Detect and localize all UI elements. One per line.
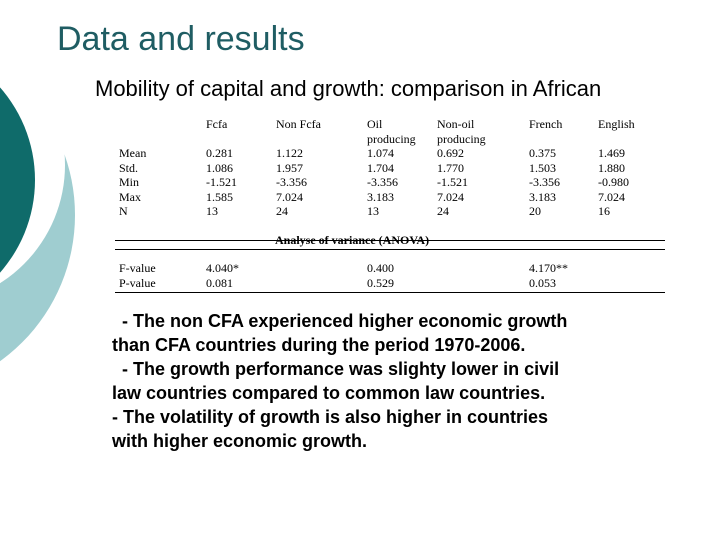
row-label: F-value xyxy=(119,261,156,275)
table-cell: 1.122 xyxy=(276,146,303,160)
anova-row-labels: F-value P-value xyxy=(119,261,156,290)
stats-table: Mean Std. Min Max N Fcfa 0.281 1.086 -1.… xyxy=(115,110,665,241)
table-cell: 16 xyxy=(598,204,610,218)
anova-group-fcfa: 4.040* 0.081 xyxy=(206,261,239,290)
row-label: Std. xyxy=(119,160,139,175)
table-cell: 1.469 xyxy=(598,146,625,160)
column-header: English xyxy=(598,117,635,131)
row-label: Max xyxy=(119,189,141,204)
slide-subtitle: Mobility of capital and growth: comparis… xyxy=(95,76,602,101)
findings-line: law countries compared to common law cou… xyxy=(112,383,546,403)
table-cell: -1.521 xyxy=(206,175,237,189)
row-label: P-value xyxy=(119,275,156,290)
slide-title: Data and results xyxy=(57,20,305,58)
table-cell: -3.356 xyxy=(367,175,398,189)
stats-values-french: 0.375 1.503 -3.356 3.183 20 xyxy=(529,146,560,219)
stats-values-oil: 1.074 1.704 -3.356 3.183 13 xyxy=(367,146,398,219)
column-header: Non-oil xyxy=(437,117,475,131)
table-cell: 24 xyxy=(276,204,288,218)
findings-line: - The volatility of growth is also highe… xyxy=(112,407,549,427)
table-cell: 0.281 xyxy=(206,146,233,160)
stats-column-non-oil: Non-oil producing xyxy=(437,117,486,146)
stats-values-non-oil: 0.692 1.770 -1.521 7.024 24 xyxy=(437,146,468,219)
table-cell: 0.692 xyxy=(437,146,464,160)
column-header: producing xyxy=(437,131,486,146)
table-cell: 7.024 xyxy=(598,189,625,204)
table-cell: 3.183 xyxy=(529,189,556,204)
table-cell: 1.957 xyxy=(276,160,303,175)
table-cell: 0.081 xyxy=(206,275,233,290)
table-cell: 1.704 xyxy=(367,160,394,175)
anova-table: F-value P-value 4.040* 0.081 0.400 0.529… xyxy=(115,249,665,293)
row-label: N xyxy=(119,204,128,218)
stats-column-oil: Oil producing xyxy=(367,117,416,146)
stats-column-english: English xyxy=(598,117,635,132)
findings-text: - The non CFA experienced higher economi… xyxy=(112,309,672,453)
anova-group-legal: 4.170** 0.053 xyxy=(529,261,568,290)
column-header: Oil xyxy=(367,117,383,131)
table-cell: 4.170** xyxy=(529,261,568,275)
table-cell: 13 xyxy=(206,204,218,218)
table-cell: 0.529 xyxy=(367,275,394,290)
stats-column-fcfa: Fcfa xyxy=(206,117,227,132)
table-cell: 4.040* xyxy=(206,261,239,275)
anova-title: Analyse of variance (ANOVA) xyxy=(275,233,430,247)
column-header: producing xyxy=(367,131,416,146)
table-cell: 1.770 xyxy=(437,160,464,175)
table-cell: 0.400 xyxy=(367,261,394,275)
table-cell: 20 xyxy=(529,204,541,218)
row-label: Min xyxy=(119,175,140,189)
table-cell: 1.086 xyxy=(206,160,233,175)
table-cell: 13 xyxy=(367,204,379,218)
findings-line: with higher economic growth. xyxy=(112,431,368,451)
findings-line: than CFA countries during the period 197… xyxy=(112,335,526,355)
stats-column-non-fcfa: Non Fcfa xyxy=(276,117,321,132)
table-cell: 1.880 xyxy=(598,160,625,175)
findings-line: - The non CFA experienced higher economi… xyxy=(112,311,568,331)
table-cell: 24 xyxy=(437,204,449,218)
anova-group-oil: 0.400 0.529 xyxy=(367,261,394,290)
table-cell: 1.503 xyxy=(529,160,556,175)
stats-row-labels: Mean Std. Min Max N xyxy=(119,146,146,219)
stats-column-french: French xyxy=(529,117,562,132)
dark-teal-circle xyxy=(0,87,35,273)
table-cell: 1.074 xyxy=(367,146,394,160)
table-cell: 7.024 xyxy=(437,189,464,204)
table-cell: -0.980 xyxy=(598,175,629,189)
table-cell: -1.521 xyxy=(437,175,468,189)
column-header: Fcfa xyxy=(206,117,228,131)
table-cell: 1.585 xyxy=(206,189,233,204)
findings-line: - The growth performance was slighty low… xyxy=(112,359,560,379)
stats-values-fcfa: 0.281 1.086 -1.521 1.585 13 xyxy=(206,146,237,219)
table-cell: -3.356 xyxy=(276,175,307,189)
column-header: French xyxy=(529,117,563,131)
column-header: Non Fcfa xyxy=(276,117,321,131)
table-cell: -3.356 xyxy=(529,175,560,189)
table-cell: 7.024 xyxy=(276,189,303,204)
stats-values-non-fcfa: 1.122 1.957 -3.356 7.024 24 xyxy=(276,146,307,219)
row-label: Mean xyxy=(119,146,147,160)
table-cell: 0.375 xyxy=(529,146,556,160)
table-cell: 3.183 xyxy=(367,189,394,204)
stats-values-english: 1.469 1.880 -0.980 7.024 16 xyxy=(598,146,629,219)
table-cell: 0.053 xyxy=(529,275,556,290)
